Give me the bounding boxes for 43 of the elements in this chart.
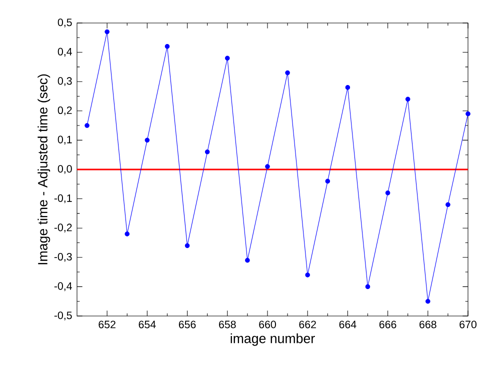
point — [144, 138, 150, 143]
point — [446, 202, 450, 208]
point — [184, 243, 190, 248]
x-tick-label: 666 — [379, 320, 396, 328]
point — [365, 284, 370, 290]
x-tick-label: 660 — [259, 320, 276, 328]
x-tick-label: 654 — [138, 320, 156, 328]
x-tick-label: 656 — [178, 320, 196, 328]
y-tick-label: -0,3 — [54, 252, 72, 262]
y-tick-label: 0,2 — [58, 106, 72, 116]
y-tick-label: -0,4 — [54, 282, 72, 292]
point — [285, 70, 290, 76]
point — [345, 85, 350, 90]
point — [325, 178, 330, 184]
point — [425, 298, 430, 304]
point — [385, 190, 390, 196]
point — [224, 56, 230, 61]
y-tick-label: -0,1 — [54, 194, 72, 204]
y-tick-label: 0,5 — [58, 18, 72, 28]
y-tick-label: 0,0 — [58, 165, 72, 174]
point — [305, 272, 310, 278]
x-tick-label: 664 — [339, 320, 356, 328]
point — [245, 258, 250, 263]
x-tick-label: 652 — [98, 320, 116, 328]
x-tick-label: 670 — [460, 320, 476, 328]
point — [124, 232, 130, 236]
point — [164, 44, 170, 49]
x-tick-label: 668 — [420, 320, 436, 328]
point — [104, 29, 110, 34]
y-tick-label: 0,1 — [58, 136, 72, 145]
y-axis-title: Image time - Adjusted time (sec) — [38, 74, 50, 264]
point — [265, 164, 270, 169]
x-tick-label: 662 — [299, 320, 316, 328]
point — [466, 111, 470, 116]
y-tick-label: 0,4 — [58, 48, 72, 57]
point — [84, 123, 90, 128]
point — [405, 96, 410, 102]
point — [204, 150, 210, 154]
y-tick-label: -0,5 — [54, 312, 72, 320]
y-tick-label: -0,2 — [54, 224, 72, 232]
y-tick-label: 0,3 — [58, 77, 72, 86]
x-axis-title: image number — [230, 333, 315, 346]
x-tick-label: 658 — [219, 320, 236, 328]
